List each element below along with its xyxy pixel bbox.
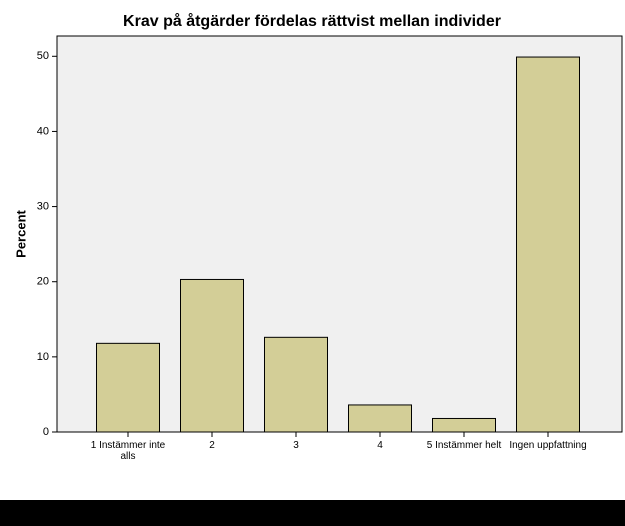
- bar: [180, 278, 244, 433]
- y-tick-label: 50: [37, 50, 49, 62]
- bar: [516, 56, 580, 433]
- y-tick-label: 20: [37, 276, 49, 288]
- y-axis-label: Percent: [13, 209, 28, 257]
- chart-title: Krav på åtgärder fördelas rättvist mella…: [123, 12, 501, 30]
- bar: [96, 342, 160, 433]
- bar: [264, 336, 328, 433]
- x-tick-label: 2: [209, 440, 215, 451]
- x-tick-label: 4: [377, 440, 383, 451]
- y-tick-label: 30: [37, 200, 49, 212]
- bar: [432, 417, 496, 433]
- x-tick-label: Ingen uppfattning: [509, 440, 587, 451]
- x-tick-label: 1 Instämmer inte alls: [90, 440, 166, 462]
- x-tick-label: 3: [293, 440, 299, 451]
- y-tick-label: 40: [37, 125, 49, 137]
- footer-band: [0, 500, 625, 526]
- chart: Krav på åtgärder fördelas rättvist mella…: [13, 12, 623, 438]
- x-tick-label: 5 Instämmer helt: [426, 440, 502, 451]
- bar: [348, 404, 412, 433]
- y-tick-label: 0: [43, 426, 49, 438]
- y-tick-label: 10: [37, 351, 49, 363]
